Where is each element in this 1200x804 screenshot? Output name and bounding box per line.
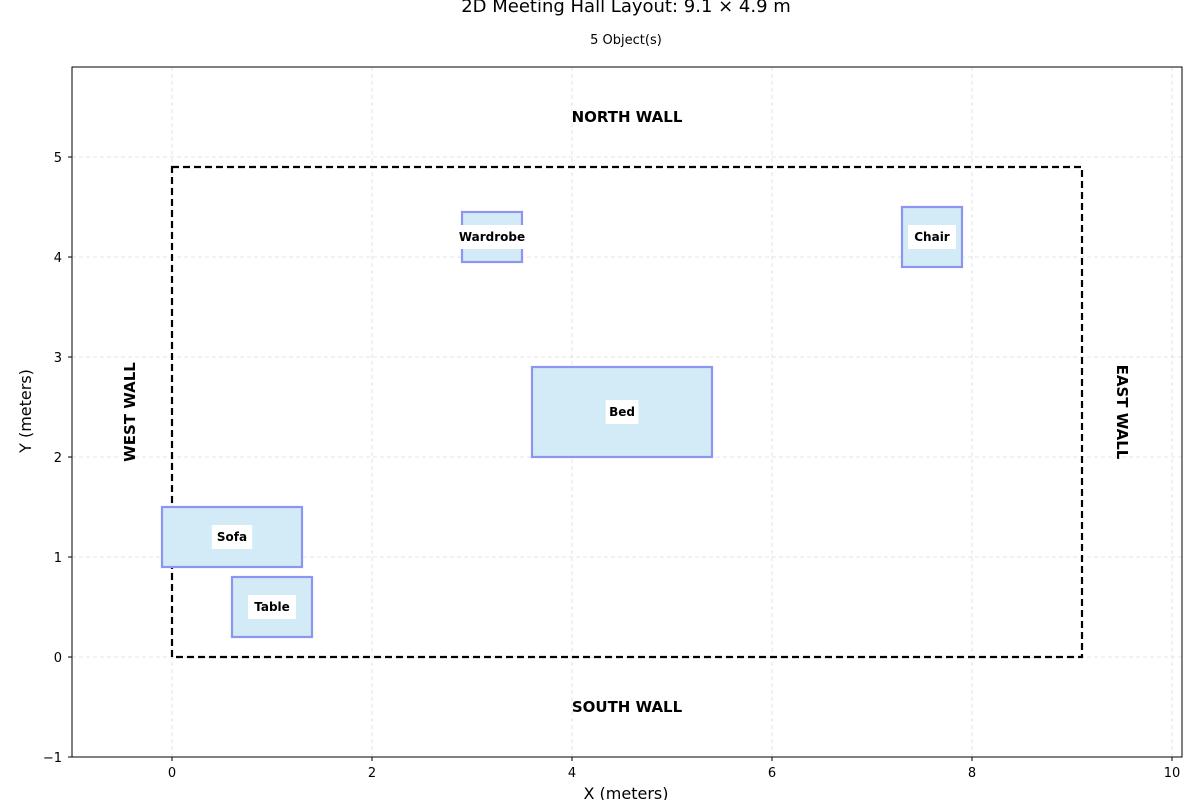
east-wall-label: EAST WALL (1113, 365, 1131, 460)
x-tick-label: 2 (368, 766, 376, 781)
x-axis-label: X (meters) (584, 784, 669, 800)
north-wall-label: NORTH WALL (572, 108, 683, 126)
object-label-bg (456, 225, 528, 249)
x-tick-label: 8 (968, 766, 976, 781)
room-outline (170, 165, 1084, 659)
objects-layer: Wardrobe Chair Bed Sofa Table (160, 205, 964, 639)
axis-ticks: 0 2 4 6 8 10 −1 0 1 2 3 4 5 (43, 151, 1180, 781)
x-tick-label: 10 (1164, 766, 1181, 781)
object-table: Table (230, 575, 314, 639)
object-chair: Chair (900, 205, 964, 269)
wall-labels: NORTH WALL SOUTH WALL WEST WALL EAST WALL (121, 108, 1131, 716)
x-tick-label: 0 (168, 766, 176, 781)
plot-frame (71, 66, 1183, 758)
south-wall-label: SOUTH WALL (572, 698, 683, 716)
y-tick-label: −1 (43, 751, 62, 766)
object-label: Sofa (217, 530, 247, 544)
y-axis-label: Y (meters) (16, 369, 35, 454)
object-label: Bed (609, 405, 635, 419)
object-label: Table (254, 600, 290, 614)
y-tick-label: 4 (54, 251, 62, 266)
object-label: Chair (914, 230, 950, 244)
x-tick-label: 4 (568, 766, 576, 781)
object-wardrobe: Wardrobe (456, 210, 528, 264)
y-tick-label: 5 (54, 151, 62, 166)
object-bed: Bed (530, 365, 714, 459)
y-tick-label: 2 (54, 451, 62, 466)
object-label-bg (605, 400, 639, 424)
object-label-bg (211, 525, 253, 549)
object-sofa: Sofa (160, 505, 304, 569)
x-tick-label: 6 (768, 766, 776, 781)
room-layer (170, 165, 1084, 659)
object-label-bg (908, 225, 956, 249)
y-tick-label: 0 (54, 651, 62, 666)
chart-title: 2D Meeting Hall Layout: 9.1 × 4.9 m (461, 0, 791, 17)
chart-subtitle: 5 Object(s) (590, 33, 662, 48)
west-wall-label: WEST WALL (121, 362, 139, 462)
grid-lines (72, 67, 1182, 758)
object-label-bg (248, 595, 296, 619)
object-label: Wardrobe (459, 230, 525, 244)
y-tick-label: 1 (54, 551, 62, 566)
y-tick-label: 3 (54, 351, 62, 366)
